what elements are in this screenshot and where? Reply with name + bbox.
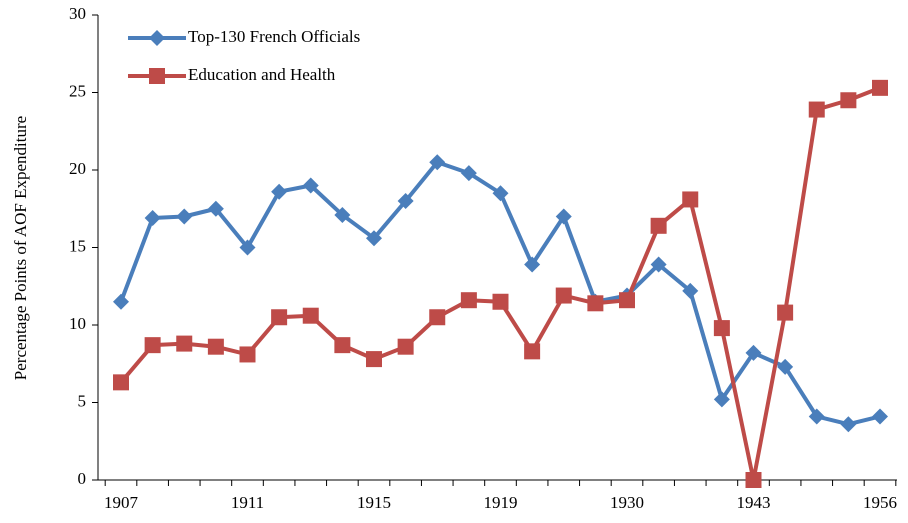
marker [713,391,730,408]
marker [555,208,572,225]
marker [808,408,825,425]
marker [429,309,446,326]
marker [144,210,161,227]
y-tick-label: 0 [78,469,87,488]
series-line [119,85,881,482]
x-tick-label: 1930 [610,493,644,512]
marker [460,292,477,309]
y-tick-label: 10 [69,314,86,333]
marker [492,185,509,202]
marker [492,293,509,310]
marker [872,408,888,425]
marker [144,337,161,354]
marker [460,165,477,182]
marker [239,346,256,363]
marker [334,206,351,223]
marker [840,92,857,109]
x-tick-label: 1907 [104,493,139,512]
marker [149,30,165,46]
marker [366,351,382,368]
marker [149,68,165,84]
marker [808,101,825,118]
y-tick-label: 25 [69,81,86,100]
x-tick-label: 1915 [357,493,391,512]
marker [650,217,667,234]
marker [334,337,351,354]
x-tick-label: 1919 [484,493,518,512]
marker [619,292,635,309]
y-tick-label: 30 [69,4,86,23]
marker [113,293,129,310]
y-tick-label: 5 [78,391,87,410]
marker [682,191,699,208]
marker [207,200,224,217]
marker [777,358,794,375]
x-tick-label: 1943 [737,493,771,512]
marker [745,344,762,361]
marker [429,154,446,171]
marker [397,193,414,209]
marker [524,343,541,360]
legend-label: Education and Health [188,65,336,84]
marker [777,304,794,321]
series-line [119,160,881,427]
marker [840,416,857,433]
marker [176,335,193,352]
marker [713,320,730,337]
x-tick-label: 1911 [231,493,264,512]
x-tick-label: 1956 [863,493,897,512]
marker [207,338,224,355]
marker [555,287,572,304]
marker [176,208,193,225]
legend-label: Top-130 French Officials [188,27,360,46]
marker [271,309,288,326]
marker [872,79,888,96]
marker [113,374,129,391]
marker [397,338,414,355]
marker [271,183,288,200]
marker [524,256,541,273]
y-axis-label: Percentage Points of AOF Expenditure [11,116,30,380]
marker [366,230,382,247]
marker [587,295,604,312]
marker [745,472,762,488]
marker [682,282,699,299]
marker [650,256,667,273]
marker [302,177,319,194]
y-tick-label: 15 [69,236,86,255]
marker [239,239,256,256]
y-tick-label: 20 [69,159,86,178]
marker [302,307,319,324]
